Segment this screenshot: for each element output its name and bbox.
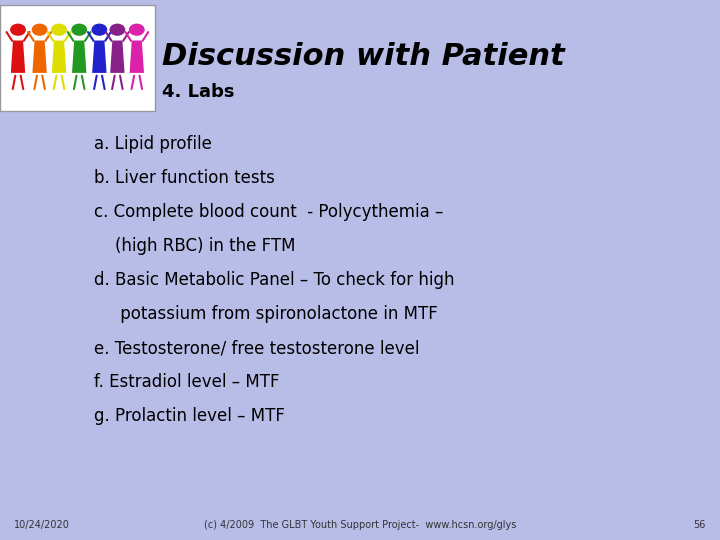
Circle shape: [110, 24, 125, 35]
Circle shape: [92, 24, 107, 35]
Text: g. Prolactin level – MTF: g. Prolactin level – MTF: [94, 407, 284, 425]
Circle shape: [72, 24, 86, 35]
FancyBboxPatch shape: [0, 5, 155, 111]
Polygon shape: [72, 40, 86, 73]
Circle shape: [11, 24, 25, 35]
Text: (c) 4/2009  The GLBT Youth Support Project-  www.hcsn.org/glys: (c) 4/2009 The GLBT Youth Support Projec…: [204, 520, 516, 530]
Text: b. Liver function tests: b. Liver function tests: [94, 169, 274, 187]
Polygon shape: [11, 40, 25, 73]
Polygon shape: [32, 40, 47, 73]
Polygon shape: [110, 40, 125, 73]
Text: 56: 56: [693, 520, 706, 530]
Circle shape: [32, 24, 47, 35]
Polygon shape: [92, 40, 107, 73]
Circle shape: [130, 24, 144, 35]
Text: c. Complete blood count  - Polycythemia –: c. Complete blood count - Polycythemia –: [94, 203, 443, 221]
Text: 10/24/2020: 10/24/2020: [14, 520, 71, 530]
Text: f. Estradiol level – MTF: f. Estradiol level – MTF: [94, 373, 279, 391]
Text: 4. Labs: 4. Labs: [162, 83, 235, 101]
Text: d. Basic Metabolic Panel – To check for high: d. Basic Metabolic Panel – To check for …: [94, 271, 454, 289]
Text: (high RBC) in the FTM: (high RBC) in the FTM: [94, 237, 295, 255]
Text: a. Lipid profile: a. Lipid profile: [94, 135, 212, 153]
Text: Discussion with Patient: Discussion with Patient: [162, 42, 564, 71]
Circle shape: [52, 24, 66, 35]
Polygon shape: [130, 40, 144, 73]
Text: potassium from spironolactone in MTF: potassium from spironolactone in MTF: [94, 305, 437, 323]
Text: e. Testosterone/ free testosterone level: e. Testosterone/ free testosterone level: [94, 339, 419, 357]
Polygon shape: [52, 40, 66, 73]
